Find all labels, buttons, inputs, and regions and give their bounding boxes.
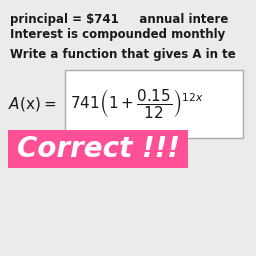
Text: principal = $741     annual intere: principal = $741 annual intere: [10, 13, 228, 26]
Text: $A(\mathregular{x}) =$: $A(\mathregular{x}) =$: [8, 95, 56, 113]
Text: Correct !!!: Correct !!!: [17, 135, 179, 163]
Text: Interest is compounded monthly: Interest is compounded monthly: [10, 28, 225, 41]
Text: Write a function that gives A in te: Write a function that gives A in te: [10, 48, 236, 61]
FancyBboxPatch shape: [8, 130, 188, 168]
FancyBboxPatch shape: [65, 70, 243, 138]
Text: $741\left(1+\dfrac{0.15}{12}\right)^{12x}$: $741\left(1+\dfrac{0.15}{12}\right)^{12x…: [70, 88, 204, 121]
